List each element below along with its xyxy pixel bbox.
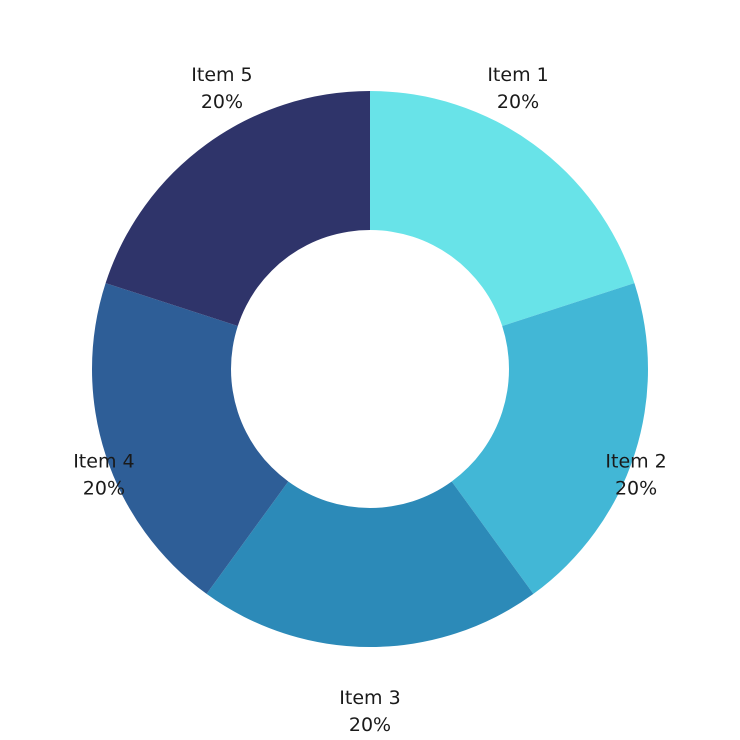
slice-label-value: 20%: [201, 91, 243, 113]
slice-4: [91, 283, 289, 594]
slice-label-name: Item 1: [487, 64, 548, 86]
slice-label-1: Item 1 20%: [487, 64, 548, 113]
labels-group: Item 120%Item 220%Item 320%Item 420%Item…: [73, 64, 667, 736]
slices-group: [91, 91, 649, 648]
slice-label-5: Item 5 20%: [191, 64, 252, 113]
slice-label-name: Item 2: [605, 450, 666, 472]
slice-label-name: Item 3: [339, 687, 400, 709]
slice-label-value: 20%: [349, 714, 391, 736]
slice-1: [370, 91, 635, 327]
slice-label-value: 20%: [83, 477, 125, 499]
slice-label-name: Item 5: [191, 64, 252, 86]
slice-3: [206, 481, 534, 648]
slice-label-3: Item 3 20%: [339, 687, 400, 736]
slice-label-2: Item 2 20%: [605, 450, 666, 499]
slice-5: [105, 91, 370, 327]
slice-label-name: Item 4: [73, 450, 134, 472]
slice-label-value: 20%: [497, 91, 539, 113]
slice-label-value: 20%: [615, 477, 657, 499]
slice-label-4: Item 4 20%: [73, 450, 134, 499]
slice-2: [451, 283, 649, 594]
